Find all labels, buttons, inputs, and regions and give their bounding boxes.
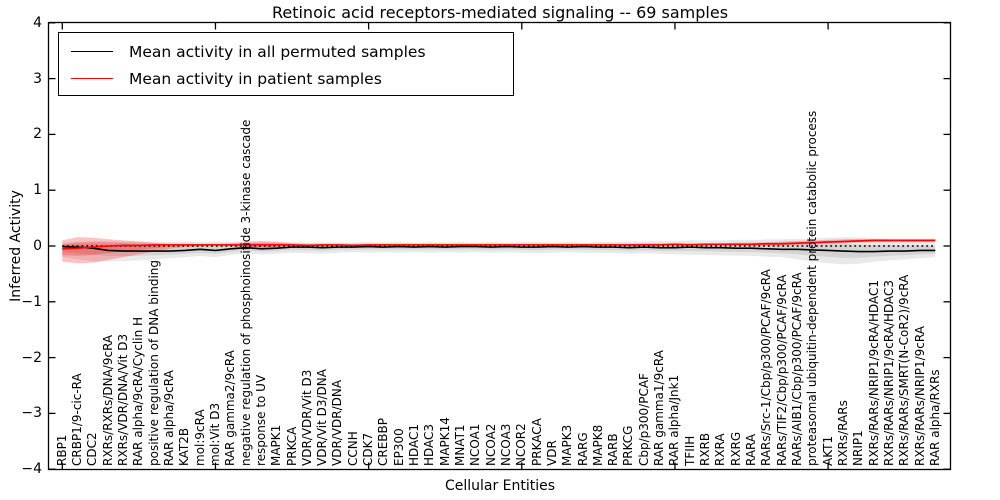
x-tick-label: RARs/AIB1/Cbp/p300/PCAF/9cRA <box>789 272 804 466</box>
patient-line-sample-icon <box>71 78 113 79</box>
chart-title: Retinoic acid receptors-mediated signali… <box>271 3 729 22</box>
y-tick-label: −1 <box>21 293 42 310</box>
permuted-line-sample-icon <box>71 51 113 52</box>
x-tick-label: CCNH <box>345 431 360 466</box>
legend: Mean activity in all permuted samples Me… <box>58 32 514 96</box>
x-tick-label: RXRB <box>698 432 713 466</box>
y-tick-label: −2 <box>21 349 42 366</box>
x-tick-label: RAR alpha/RXRs <box>927 369 942 466</box>
x-tick-label: RARG <box>575 432 590 466</box>
x-tick-label: MAPK14 <box>437 417 452 466</box>
x-tick-label: RXRs/RARs/NRIP1/9cRA <box>912 326 927 466</box>
x-tick-label: MNAT1 <box>453 424 468 466</box>
legend-label-patient: Mean activity in patient samples <box>129 69 382 88</box>
x-tick-label: AKT1 <box>820 435 835 466</box>
x-tick-label: Cbp/p300/PCAF <box>636 373 651 466</box>
y-tick-label: 2 <box>33 126 42 143</box>
x-tick-label: TFIIH <box>682 435 697 466</box>
permuted-mean-line <box>62 245 936 253</box>
x-tick-label: RXRs/RARs <box>835 400 850 466</box>
x-tick-label: PRKCA <box>284 426 299 466</box>
x-tick-label: RBP1 <box>54 434 69 466</box>
x-tick-label: RARB <box>606 433 621 466</box>
x-tick-label: RARA <box>744 433 759 466</box>
x-tick-label: RXRs/RARs/NRIP1/9cRA/HDAC1 <box>866 279 881 466</box>
legend-label-permuted: Mean activity in all permuted samples <box>129 42 426 61</box>
x-tick-label: negative regulation of phosphoinositide … <box>238 119 253 466</box>
x-tick-label: PRKCG <box>621 425 636 466</box>
x-tick-label: proteasomal ubiquitin-dependent protein … <box>805 110 820 466</box>
x-tick-label: PRKACA <box>529 418 544 466</box>
x-tick-label: NRIP1 <box>851 430 866 466</box>
x-tick-label: RXRG <box>728 431 743 466</box>
x-tick-label: CDK7 <box>361 432 376 466</box>
axis-ticks <box>48 22 951 470</box>
x-tick-label: EP300 <box>391 428 406 466</box>
x-tick-label: HDAC1 <box>407 423 422 466</box>
x-axis-label: Cellular Entities <box>444 478 556 494</box>
x-tick-label: NCOA3 <box>498 423 513 466</box>
x-tick-label: HDAC3 <box>422 423 437 466</box>
x-tick-label: RXRA <box>713 433 728 466</box>
x-tick-label: MAPK1 <box>269 424 284 466</box>
x-tick-label: RAR gamma1/9cRA <box>652 350 667 466</box>
x-tick-label: CREBBP <box>376 418 391 466</box>
x-tick-label: mol:Vit D3 <box>207 402 222 466</box>
x-tick-label: RXRs/VDR/DNA/Vit D3 <box>116 333 131 466</box>
x-tick-label: RXRs/RXRs/DNA/9cRA <box>100 334 115 466</box>
legend-row: Mean activity in patient samples <box>59 65 513 92</box>
x-tick-label: CDC2 <box>85 432 100 466</box>
x-tick-label: MAPK8 <box>590 424 605 466</box>
legend-row: Mean activity in all permuted samples <box>59 38 513 65</box>
x-tick-label: response to UV <box>253 374 268 466</box>
y-tick-label: 0 <box>33 238 42 254</box>
x-tick-label: VDR/Vit D3/DNA <box>315 369 330 466</box>
y-tick-label: 1 <box>33 182 42 199</box>
x-tick-label: RAR gamma2/9cRA <box>223 350 238 466</box>
x-tick-label: RXRs/RARs/NRIP1/9cRA/HDAC3 <box>881 279 896 466</box>
y-tick-label: 4 <box>33 14 42 31</box>
y-tick-label: −3 <box>21 405 42 422</box>
x-tick-label: CRBP1/9-cic-RA <box>70 373 85 466</box>
x-tick-label: RAR alpha/Jnk1 <box>667 374 682 466</box>
patient-band-inner <box>62 239 936 256</box>
x-tick-label: VDR/VDR/DNA <box>330 379 345 466</box>
x-tick-label: VDR/VDR/Vit D3 <box>299 369 314 466</box>
y-tick-label: −4 <box>21 461 42 478</box>
patient-mean-line <box>62 239 936 250</box>
x-tick-label: RXRs/RARs/SMRT(N-CoR2)/9cRA <box>897 274 912 466</box>
x-tick-label: RAR alpha/9cRA/Cyclin H <box>131 316 146 466</box>
x-tick-label: KAT2B <box>177 427 192 466</box>
x-tick-label: RARs/TIF2/Cbp/p300/PCAF/9cRA <box>774 274 789 466</box>
x-tick-label: NCOA2 <box>483 423 498 466</box>
x-tick-label: mol:9cRA <box>192 409 207 466</box>
x-tick-label: RARs/Src-1/Cbp/p300/PCAF/9cRA <box>759 269 774 466</box>
x-tick-label: VDR <box>544 440 559 466</box>
x-tick-label: positive regulation of DNA binding <box>146 260 161 466</box>
y-tick-label: 3 <box>33 70 42 87</box>
x-tick-label: MAPK3 <box>560 424 575 466</box>
x-tick-label: RAR alpha/9cRA <box>162 370 176 466</box>
x-tick-label: NCOA1 <box>468 423 483 466</box>
x-tick-label: NCOR2 <box>514 423 529 466</box>
